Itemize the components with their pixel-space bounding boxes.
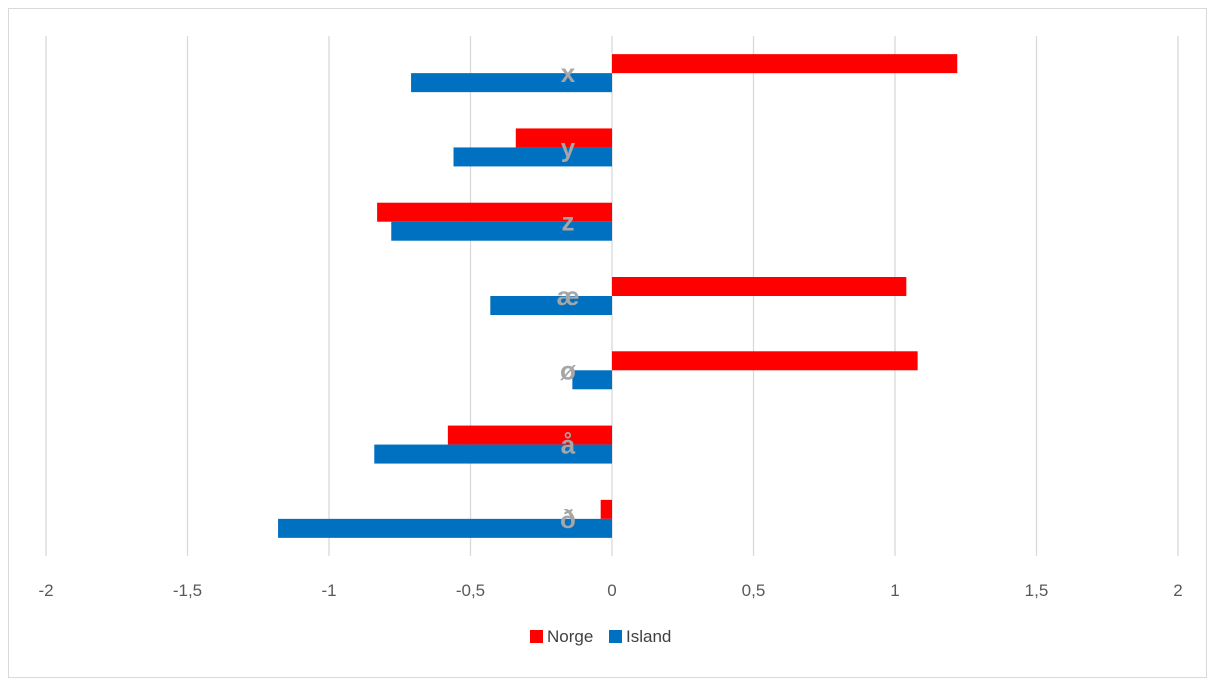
legend-swatch-norge (530, 630, 543, 643)
bar-island (490, 296, 612, 315)
bar-island (391, 221, 612, 241)
bar-norge (612, 54, 958, 74)
x-tick-label: 0,5 (742, 581, 766, 600)
x-tick-label: 1 (890, 581, 899, 600)
category-label: æ (556, 281, 579, 311)
x-tick-labels: -2 -1,5 -1 -0,5 0 0,5 1 1,5 2 (38, 581, 1182, 600)
category-label: ø (560, 355, 576, 385)
legend-label-island: Island (626, 627, 671, 646)
bar-island (453, 147, 612, 167)
x-tick-label: 0 (607, 581, 616, 600)
bar-norge (612, 351, 918, 371)
bar-norge (377, 202, 612, 222)
category-label: x (561, 58, 576, 88)
bars (278, 54, 958, 538)
category-label: ð (560, 504, 576, 534)
legend-swatch-island (609, 630, 622, 643)
bar-island (411, 73, 612, 93)
category-label: y (561, 132, 576, 162)
category-label: å (561, 430, 576, 460)
bar-norge (515, 128, 612, 148)
x-tick-label: 1,5 (1025, 581, 1049, 600)
bar-norge (600, 499, 612, 519)
x-tick-label: -1,5 (173, 581, 202, 600)
bar-norge (612, 277, 907, 296)
bar-norge (447, 425, 612, 445)
chart-frame (8, 8, 1207, 678)
legend-label-norge: Norge (547, 627, 593, 646)
x-tick-label: -1 (321, 581, 336, 600)
x-tick-label: 2 (1173, 581, 1182, 600)
category-label: z (562, 207, 575, 237)
category-labels: x y z æ ø å ð (556, 58, 579, 534)
bar-island (278, 518, 612, 538)
legend: Norge Island (530, 627, 671, 646)
x-tick-label: -0,5 (456, 581, 485, 600)
bar-island (572, 370, 612, 390)
bar-island (374, 444, 612, 464)
x-tick-label: -2 (38, 581, 53, 600)
